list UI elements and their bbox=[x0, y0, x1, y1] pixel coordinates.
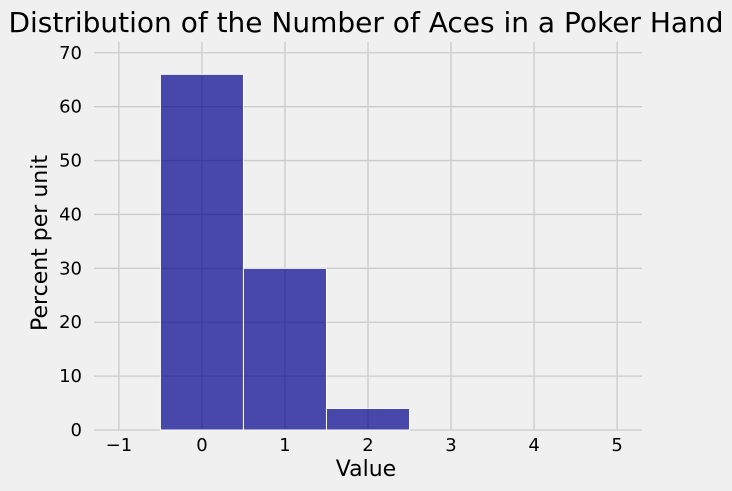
y-tick-label: 70 bbox=[59, 43, 82, 64]
y-tick-label: 50 bbox=[59, 151, 82, 172]
histogram-bar bbox=[159, 73, 244, 431]
x-tick-label: 4 bbox=[528, 435, 539, 456]
x-tick-label: 2 bbox=[362, 435, 373, 456]
chart-title: Distribution of the Number of Aces in a … bbox=[8, 6, 723, 39]
histogram-bar bbox=[325, 407, 411, 431]
y-tick-label: 60 bbox=[59, 97, 82, 118]
x-tick-label: 0 bbox=[196, 435, 207, 456]
y-tick-label: 30 bbox=[59, 258, 82, 279]
y-tick-label: 20 bbox=[59, 312, 82, 333]
histogram-bar bbox=[242, 267, 327, 431]
bar-layer bbox=[159, 73, 411, 431]
y-tick-label: 40 bbox=[59, 204, 82, 225]
x-tick-labels: −1 0 1 2 3 4 5 bbox=[106, 435, 623, 456]
y-tick-labels: 0 10 20 30 40 50 60 70 bbox=[59, 43, 82, 441]
y-axis-label: Percent per unit bbox=[28, 155, 53, 331]
x-tick-label: 5 bbox=[611, 435, 622, 456]
x-tick-label: 1 bbox=[279, 435, 290, 456]
y-tick-label: 0 bbox=[71, 420, 82, 441]
x-axis-label: Value bbox=[336, 457, 396, 482]
x-tick-label: 3 bbox=[445, 435, 456, 456]
y-tick-label: 10 bbox=[59, 366, 82, 387]
x-tick-label: −1 bbox=[106, 435, 133, 456]
